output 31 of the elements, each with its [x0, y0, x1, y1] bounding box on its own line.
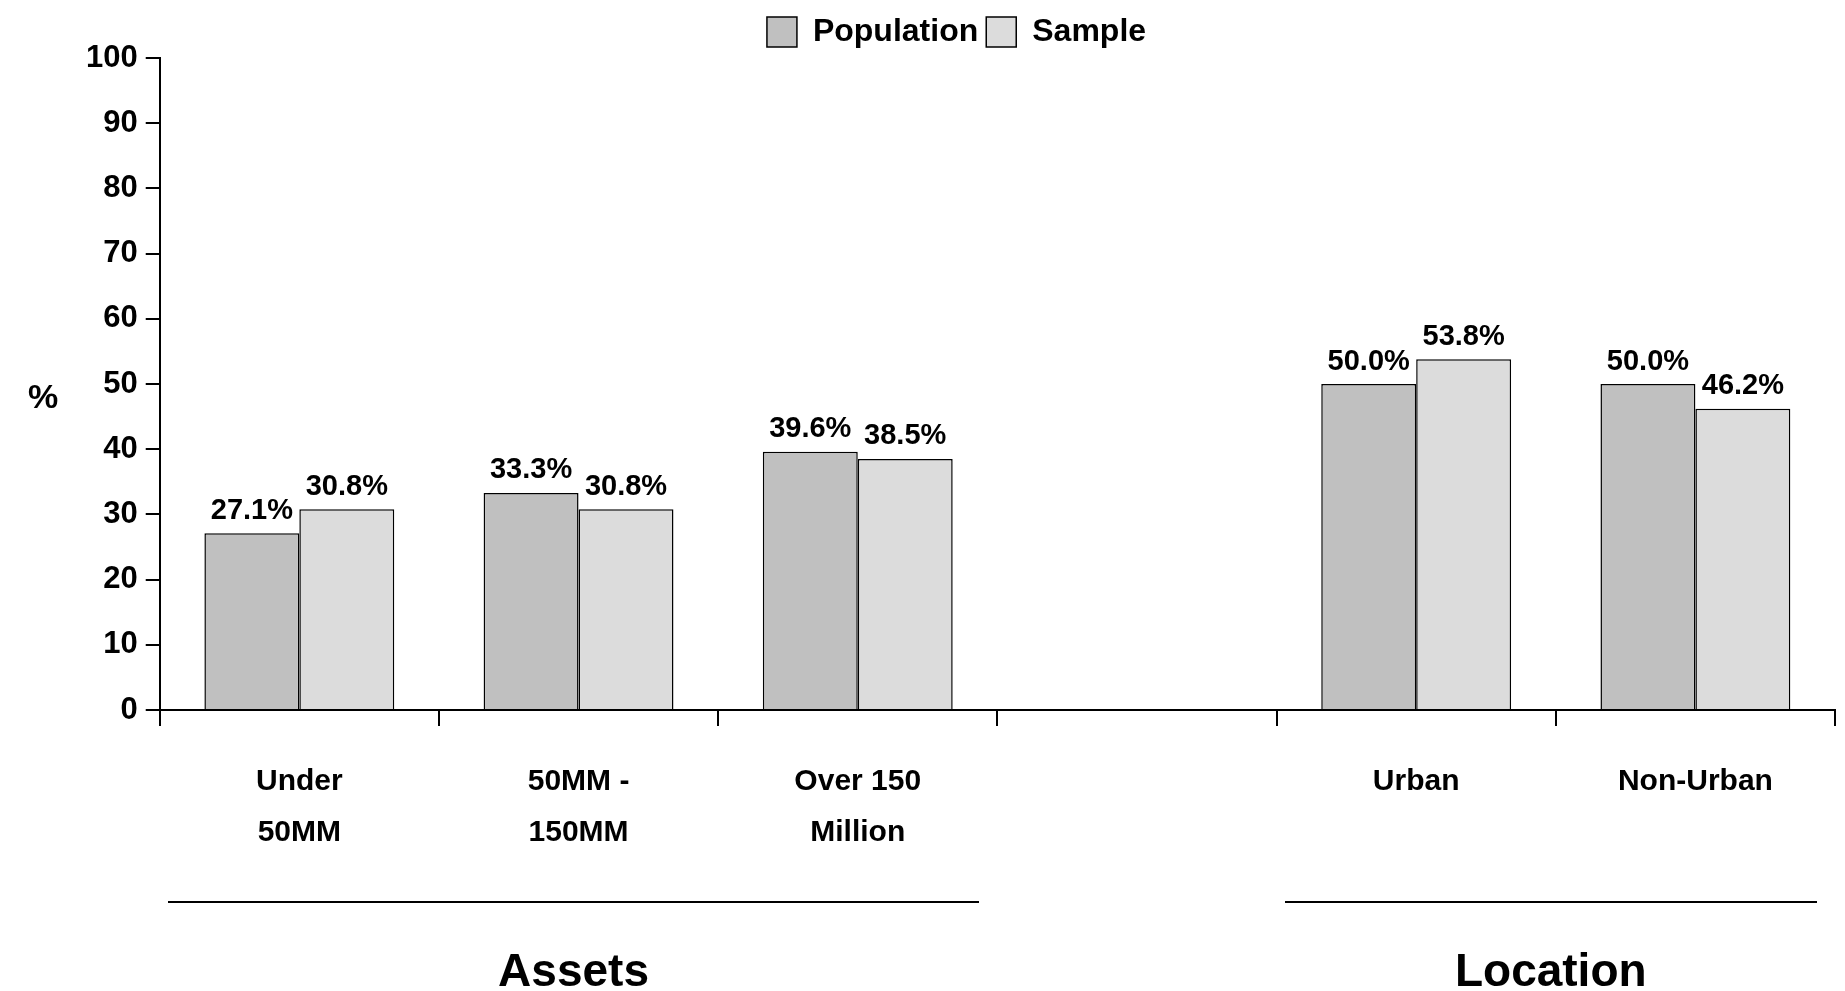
- data-label: 30.8%: [584, 468, 668, 501]
- data-label: 53.8%: [1422, 318, 1505, 351]
- text: Assets: [497, 943, 650, 991]
- data-label: 38.5%: [864, 418, 947, 451]
- y-tick-label: 10: [103, 625, 138, 661]
- data-label: 50.0%: [1327, 343, 1411, 376]
- data-label: 50.0%: [1606, 343, 1690, 376]
- y-axis-title: %: [27, 377, 59, 416]
- x-tick-label: Non-Urban: [1617, 762, 1773, 796]
- y-tick-label: 90: [103, 103, 138, 139]
- y-tick-label: 20: [103, 560, 138, 596]
- y-tick-label: 60: [103, 299, 138, 335]
- y-tick-label: 100: [85, 38, 138, 74]
- x-tick-label: Urban: [1372, 762, 1460, 796]
- y-tick-label: 70: [103, 234, 138, 270]
- legend-label: Population: [812, 11, 979, 48]
- data-label: 33.3%: [489, 452, 573, 485]
- y-tick-label: 30: [103, 494, 138, 530]
- x-tick-label: Under 50MM: [255, 762, 343, 847]
- legend-label: Sample: [1032, 11, 1147, 48]
- data-label: 46.2%: [1701, 368, 1785, 401]
- y-tick-label: 80: [103, 168, 138, 204]
- data-label: 39.6%: [769, 411, 852, 444]
- y-tick-label: 40: [103, 429, 138, 465]
- data-label: 27.1%: [210, 492, 294, 525]
- text: Location: [1453, 943, 1648, 991]
- x-tick-label: 50MM - 150MM: [527, 762, 630, 847]
- y-tick-label: 0: [120, 690, 138, 726]
- x-tick-label: Over 150 Million: [794, 762, 922, 847]
- y-tick-label: 50: [103, 364, 138, 400]
- data-label: 30.8%: [305, 468, 389, 501]
